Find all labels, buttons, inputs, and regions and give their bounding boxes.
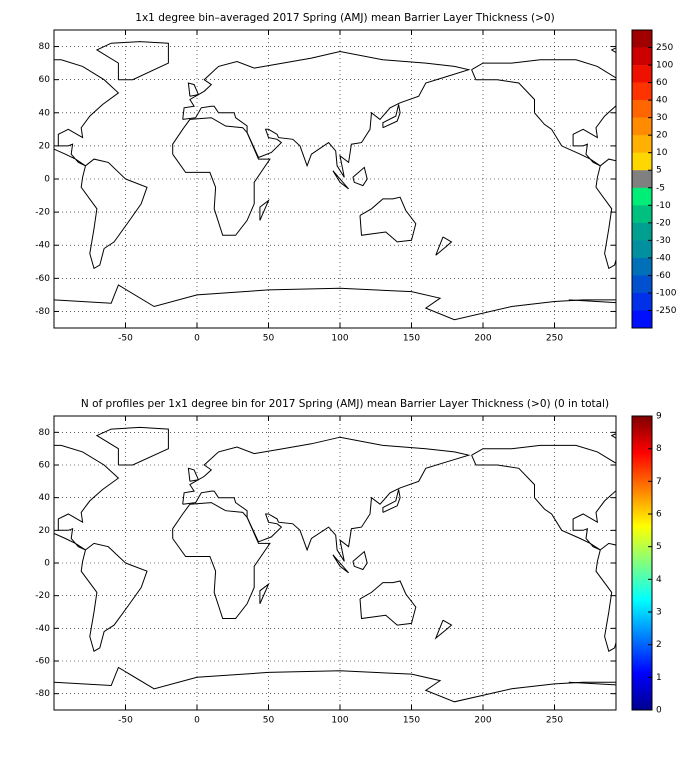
colorbar-label: -60 [656,271,671,281]
y-tick-label: -20 [35,208,50,218]
colorbar-label: 3 [656,608,662,618]
x-tick-label: 200 [474,334,491,344]
colorbar-label: 5 [656,166,662,176]
colorbar [632,416,652,710]
colorbar-segment [632,240,652,258]
colorbar-segment [632,275,652,293]
y-tick-label: -40 [35,624,50,634]
colorbar-label: 5 [656,542,662,552]
colorbar-segment [632,83,652,101]
colorbar-segment [632,153,652,171]
map-title: 1x1 degree bin–averaged 2017 Spring (AMJ… [135,12,554,24]
colorbar-label: 250 [656,43,673,53]
x-tick-label: 0 [194,334,200,344]
colorbar-segment [632,135,652,153]
x-tick-label: -50 [118,334,133,344]
colorbar-label: 20 [656,131,668,141]
x-tick-label: 150 [403,716,420,726]
x-tick-label: 50 [263,716,275,726]
y-tick-label: 20 [39,526,51,536]
x-tick-label: 250 [546,716,563,726]
colorbar-segment [632,100,652,118]
y-tick-label: 40 [39,493,51,503]
x-tick-label: 250 [546,334,563,344]
map-title: N of profiles per 1x1 degree bin for 201… [81,398,609,410]
x-tick-label: 100 [331,334,348,344]
y-tick-label: 80 [39,428,51,438]
colorbar-label: 100 [656,61,673,71]
colorbar-label: -250 [656,306,677,316]
colorbar-label: 6 [656,510,662,520]
colorbar-label: -100 [656,288,677,298]
colorbar-segment [632,48,652,66]
y-tick-label: 20 [39,141,51,151]
colorbar-segment [632,205,652,223]
colorbar-segment [632,223,652,241]
colorbar-label: 2 [656,640,662,650]
colorbar-label: 1 [656,673,662,683]
colorbar-label: -5 [656,183,665,193]
colorbar-label: 4 [656,575,662,585]
colorbar-label: 60 [656,78,668,88]
y-tick-label: 80 [39,42,51,52]
colorbar-label: 8 [656,444,662,454]
x-tick-label: 100 [331,716,348,726]
colorbar-label: -40 [656,253,671,263]
y-tick-label: -80 [35,307,50,317]
y-tick-label: 0 [44,175,50,185]
colorbar-segment [632,188,652,206]
y-tick-label: -40 [35,241,50,251]
colorbar-label: 30 [656,113,668,123]
y-tick-label: -80 [35,689,50,699]
colorbar-label: 9 [656,412,662,422]
y-tick-label: 0 [44,559,50,569]
colorbar-label: 10 [656,148,668,158]
x-tick-label: 50 [263,334,275,344]
colorbar-label: 7 [656,477,662,487]
x-tick-label: -50 [118,716,133,726]
y-tick-label: 60 [39,461,51,471]
y-tick-label: 60 [39,75,51,85]
colorbar-label: 40 [656,96,668,106]
colorbar-label: 0 [656,706,662,716]
y-tick-label: -20 [35,591,50,601]
x-tick-label: 200 [474,716,491,726]
colorbar-segment [632,310,652,328]
y-tick-label: -60 [35,274,50,284]
colorbar-segment [632,118,652,136]
y-tick-label: -60 [35,657,50,667]
x-tick-label: 150 [403,334,420,344]
colorbar-label: -30 [656,236,671,246]
colorbar-segment [632,65,652,83]
colorbar-segment [632,258,652,276]
colorbar-segment [632,30,652,48]
colorbar-label: -20 [656,218,671,228]
x-tick-label: 0 [194,716,200,726]
colorbar-label: -10 [656,201,671,211]
colorbar-segment [632,170,652,188]
colorbar-segment [632,293,652,311]
y-tick-label: 40 [39,108,51,118]
